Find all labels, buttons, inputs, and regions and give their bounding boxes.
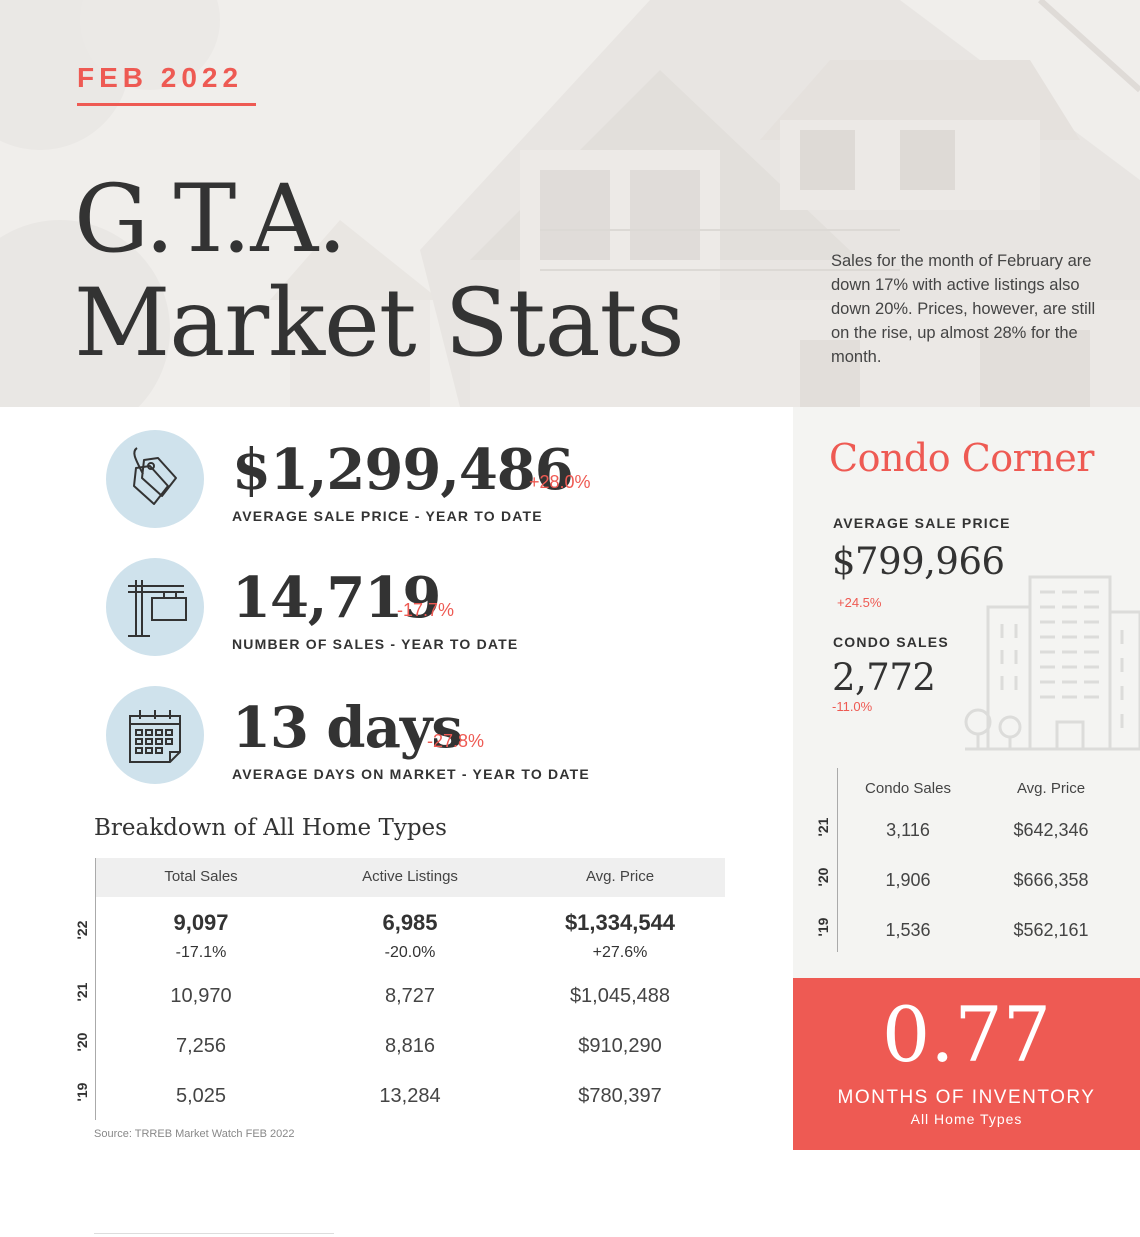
breakdown-2020-avg-price: $910,290	[578, 1035, 662, 1057]
breakdown-2019-total-sales: 5,025	[175, 1085, 227, 1107]
condo-2021-sales: 3,116	[886, 820, 930, 840]
for-sale-sign-icon	[106, 558, 204, 656]
breakdown-2022-total-sales-change: -17.1%	[175, 944, 227, 961]
condo-year-2020: '20	[815, 867, 831, 887]
condo-table-header-sales: Condo Sales	[865, 780, 951, 797]
breakdown-2021-avg-price: $1,045,488	[569, 985, 671, 1007]
avg-sale-price-value: $1,299,486	[232, 437, 574, 503]
condo-2020-avg-price: $666,358	[1013, 870, 1089, 890]
condo-2019-sales: 1,536	[885, 920, 931, 940]
days-on-market-change: -27.8%	[427, 731, 485, 751]
number-of-sales-label: NUMBER OF SALES - YEAR TO DATE	[232, 636, 519, 652]
avg-sale-price-change: +28.0%	[529, 472, 591, 492]
condo-2021-avg-price: $642,346	[1013, 820, 1089, 840]
breakdown-header-active-listings: Active Listings	[362, 868, 458, 885]
house-background-image	[0, 0, 1140, 407]
breakdown-2019-active-listings: 13,284	[379, 1085, 441, 1107]
condo-building-icon	[964, 575, 1140, 751]
months-of-inventory-value: 0.77	[881, 990, 1052, 1079]
footer-divider	[94, 1233, 334, 1234]
breakdown-2022-avg-price-change: +27.6%	[592, 944, 648, 961]
breakdown-2022-total-sales: 9,097	[173, 910, 229, 935]
condo-sales-change: -11.0%	[832, 699, 873, 714]
months-of-inventory-label: MONTHS OF INVENTORY	[837, 1087, 1096, 1108]
breakdown-title: Breakdown of All Home Types	[94, 815, 447, 841]
breakdown-header-total-sales: Total Sales	[164, 868, 238, 885]
inventory-box	[793, 978, 1140, 1150]
breakdown-2022-active-listings: 6,985	[382, 910, 438, 935]
avg-sale-price-label: AVERAGE SALE PRICE - YEAR TO DATE	[232, 508, 543, 524]
breakdown-header-avg-price: Avg. Price	[585, 868, 655, 885]
condo-2020-sales: 1,906	[885, 870, 931, 890]
breakdown-year-2021: '21	[74, 982, 90, 1002]
condo-sales-label: CONDO SALES	[833, 634, 949, 650]
breakdown-divider	[95, 858, 96, 1120]
breakdown-year-2019: '19	[74, 1082, 90, 1102]
report-date: FEB 2022	[77, 62, 244, 93]
condo-corner-panel	[793, 407, 1140, 978]
number-of-sales-change: -17.7%	[397, 600, 455, 620]
breakdown-table-header	[96, 858, 725, 897]
intro-text: Sales for the month of February are down…	[831, 252, 1096, 366]
price-tag-icon	[106, 430, 204, 528]
page-title: G.T.A. Market Stats	[74, 165, 685, 378]
breakdown-2022-active-listings-change: -20.0%	[384, 944, 436, 961]
number-of-sales-value: 14,719	[232, 565, 441, 631]
page-title-line1: G.T.A.	[74, 165, 347, 274]
condo-avg-price-change: +24.5%	[837, 595, 882, 610]
source-note: Source: TRREB Market Watch FEB 2022	[94, 1128, 295, 1140]
calendar-icon	[106, 686, 204, 784]
breakdown-2021-total-sales: 10,970	[170, 985, 232, 1007]
condo-table-header-avg-price: Avg. Price	[1016, 780, 1086, 797]
breakdown-2020-total-sales: 7,256	[175, 1035, 227, 1057]
breakdown-2022-avg-price: $1,334,544	[564, 910, 676, 935]
breakdown-year-2022: '22	[74, 920, 90, 940]
breakdown-2019-avg-price: $780,397	[578, 1085, 662, 1107]
breakdown-2020-active-listings: 8,816	[384, 1035, 436, 1057]
hero-banner: FEB 2022 G.T.A. Market Stats Sales for t…	[0, 0, 1140, 407]
condo-avg-price-label: AVERAGE SALE PRICE	[833, 515, 1011, 531]
condo-corner-title: Condo Corner	[829, 436, 1094, 480]
condo-avg-price-value: $799,966	[832, 540, 1005, 583]
months-of-inventory-sublabel: All Home Types	[910, 1111, 1023, 1127]
breakdown-2021-active-listings: 8,727	[384, 985, 436, 1007]
days-on-market-value: 13 days	[232, 695, 463, 761]
breakdown-year-2020: '20	[74, 1032, 90, 1052]
condo-sales-value: 2,772	[832, 656, 936, 699]
condo-year-2021: '21	[815, 817, 831, 837]
page-title-line2: Market Stats	[74, 269, 685, 378]
condo-2019-avg-price: $562,161	[1013, 920, 1089, 940]
days-on-market-label: AVERAGE DAYS ON MARKET - YEAR TO DATE	[232, 766, 590, 782]
condo-year-2019: '19	[815, 917, 831, 937]
date-underline	[77, 103, 256, 106]
condo-table-divider	[837, 768, 838, 952]
